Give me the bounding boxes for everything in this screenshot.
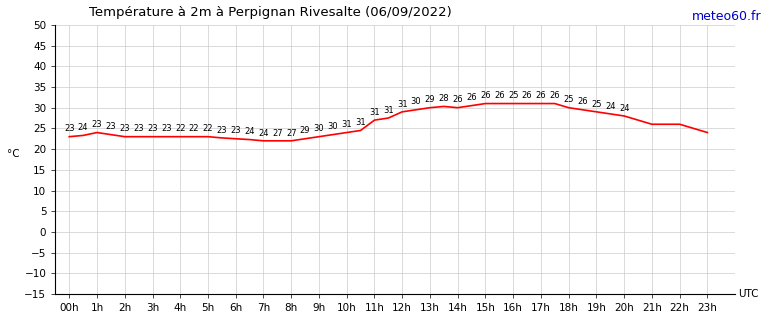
Text: 23: 23 <box>147 124 158 133</box>
Text: 30: 30 <box>411 98 422 107</box>
Y-axis label: °C: °C <box>7 149 20 159</box>
Text: 23: 23 <box>161 124 171 133</box>
Text: 31: 31 <box>397 100 408 108</box>
Text: 23: 23 <box>119 124 130 133</box>
Text: 29: 29 <box>425 95 435 104</box>
Text: 26: 26 <box>549 91 560 100</box>
Text: 23: 23 <box>106 122 116 131</box>
Text: Température à 2m à Perpignan Rivesalte (06/09/2022): Température à 2m à Perpignan Rivesalte (… <box>90 6 452 20</box>
Text: 26: 26 <box>536 91 546 100</box>
Text: 26: 26 <box>522 91 532 100</box>
Text: 31: 31 <box>341 120 352 129</box>
Text: 29: 29 <box>300 126 311 135</box>
Text: 30: 30 <box>314 124 324 133</box>
Text: 25: 25 <box>508 91 519 100</box>
Text: 26: 26 <box>452 95 463 104</box>
Text: 26: 26 <box>466 93 477 102</box>
Text: 22: 22 <box>175 124 185 133</box>
Text: 22: 22 <box>203 124 213 133</box>
Text: 27: 27 <box>272 129 282 138</box>
Text: 26: 26 <box>578 98 588 107</box>
Text: 23: 23 <box>64 124 74 133</box>
Text: 25: 25 <box>563 95 574 104</box>
Text: 23: 23 <box>230 126 241 135</box>
Text: 24: 24 <box>259 129 269 138</box>
Text: 23: 23 <box>216 126 227 135</box>
Text: UTC: UTC <box>738 289 758 299</box>
Text: 23: 23 <box>92 120 103 129</box>
Text: 24: 24 <box>619 104 630 113</box>
Text: 31: 31 <box>355 118 366 127</box>
Text: 28: 28 <box>438 94 449 103</box>
Text: 27: 27 <box>286 129 297 138</box>
Text: 24: 24 <box>605 101 616 111</box>
Text: 30: 30 <box>327 122 338 131</box>
Text: 26: 26 <box>480 91 491 100</box>
Text: 22: 22 <box>189 124 200 133</box>
Text: 25: 25 <box>591 100 601 108</box>
Text: 23: 23 <box>133 124 144 133</box>
Text: 26: 26 <box>494 91 505 100</box>
Text: meteo60.fr: meteo60.fr <box>692 10 761 23</box>
Text: 24: 24 <box>244 127 255 136</box>
Text: 31: 31 <box>383 106 394 115</box>
Text: 31: 31 <box>369 108 379 117</box>
Text: 24: 24 <box>78 123 89 132</box>
